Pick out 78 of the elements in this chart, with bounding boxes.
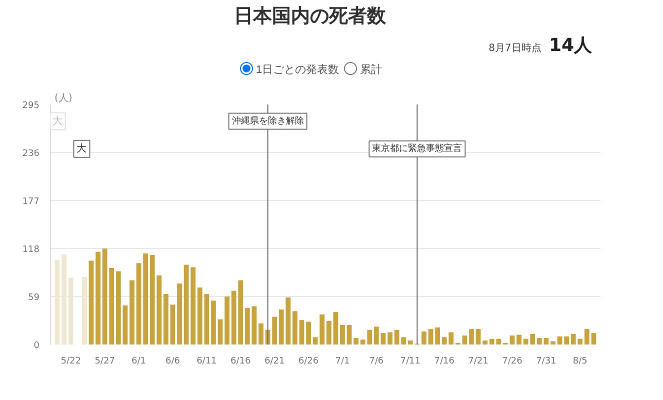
bar	[252, 306, 257, 344]
bar	[516, 334, 522, 344]
bar	[170, 304, 176, 344]
y-tick-label: 0	[34, 341, 40, 351]
bar	[557, 336, 562, 344]
annotation: 大	[76, 142, 87, 154]
bar	[380, 333, 386, 344]
y-axis-title: (人)	[54, 93, 72, 104]
text: 8月7日時点	[488, 43, 542, 54]
bar	[163, 294, 168, 344]
text: 1日ごとの発表数	[256, 64, 340, 76]
bar	[68, 278, 74, 344]
x-tick-label: 7/11	[400, 356, 420, 366]
bar	[299, 320, 304, 344]
x-tick-label: 7/6	[369, 356, 384, 366]
bar	[435, 327, 440, 344]
bar	[306, 322, 311, 344]
bar	[476, 329, 481, 344]
bar	[190, 267, 196, 344]
bar	[82, 276, 87, 344]
bar	[346, 324, 352, 344]
ref-line-label: 東京都に緊急事態宣言	[372, 142, 462, 154]
bar	[130, 280, 134, 344]
bar	[258, 323, 264, 344]
bar	[292, 311, 298, 344]
bar	[469, 329, 474, 344]
text: 14人	[548, 35, 592, 56]
annotation: 大	[52, 114, 62, 127]
x-tick-label: 6/1	[132, 356, 146, 366]
x-tick-label: 7/21	[468, 356, 488, 366]
y-tick-label: 59	[28, 293, 40, 303]
x-tick-label: 7/31	[536, 356, 556, 366]
x-tick-label: 7/26	[502, 356, 523, 366]
ref-line-label: 沖縄県を除き解除	[232, 115, 304, 126]
bar	[401, 337, 406, 344]
bar	[143, 253, 148, 344]
x-tick-label: 6/26	[298, 356, 319, 366]
bar	[374, 326, 379, 344]
y-tick-label: 177	[22, 197, 40, 207]
bar	[62, 254, 67, 344]
bar	[422, 331, 426, 344]
bar	[184, 264, 189, 344]
bar	[244, 308, 250, 344]
x-tick-label: 5/27	[94, 356, 115, 366]
bar	[177, 283, 182, 344]
bar	[482, 340, 488, 344]
y-tick-label: 118	[22, 245, 40, 255]
bar	[462, 336, 468, 344]
bar	[564, 336, 569, 344]
x-tick-label: 6/11	[196, 356, 217, 366]
bar	[428, 329, 434, 344]
chart-title: 日本国内の死者数	[233, 4, 387, 29]
bar	[136, 263, 142, 344]
bar	[510, 336, 515, 344]
x-tick-label: 6/6	[165, 356, 180, 366]
bar	[394, 330, 400, 344]
bar	[224, 296, 230, 344]
bar	[96, 252, 100, 344]
y-tick-label: 236	[22, 149, 40, 159]
x-tick-label: 8/5	[572, 356, 588, 366]
bar	[584, 329, 590, 344]
x-tick-label: 6/21	[264, 356, 285, 366]
bar	[54, 260, 60, 344]
x-tick-label: 5/22	[60, 356, 81, 366]
bar	[388, 332, 392, 344]
bar	[591, 333, 596, 344]
y-tick-label: 295	[22, 101, 40, 111]
text: 累計	[360, 64, 382, 76]
bar	[88, 260, 94, 344]
bar	[211, 300, 216, 344]
bar	[218, 319, 223, 344]
bar	[272, 316, 278, 344]
bar	[550, 341, 556, 344]
bar	[354, 338, 358, 344]
bar	[340, 324, 345, 344]
x-tick-label: 6/16	[230, 356, 252, 366]
x-tick-label: 7/16	[434, 356, 455, 366]
x-tick-label: 7/1	[335, 356, 350, 366]
